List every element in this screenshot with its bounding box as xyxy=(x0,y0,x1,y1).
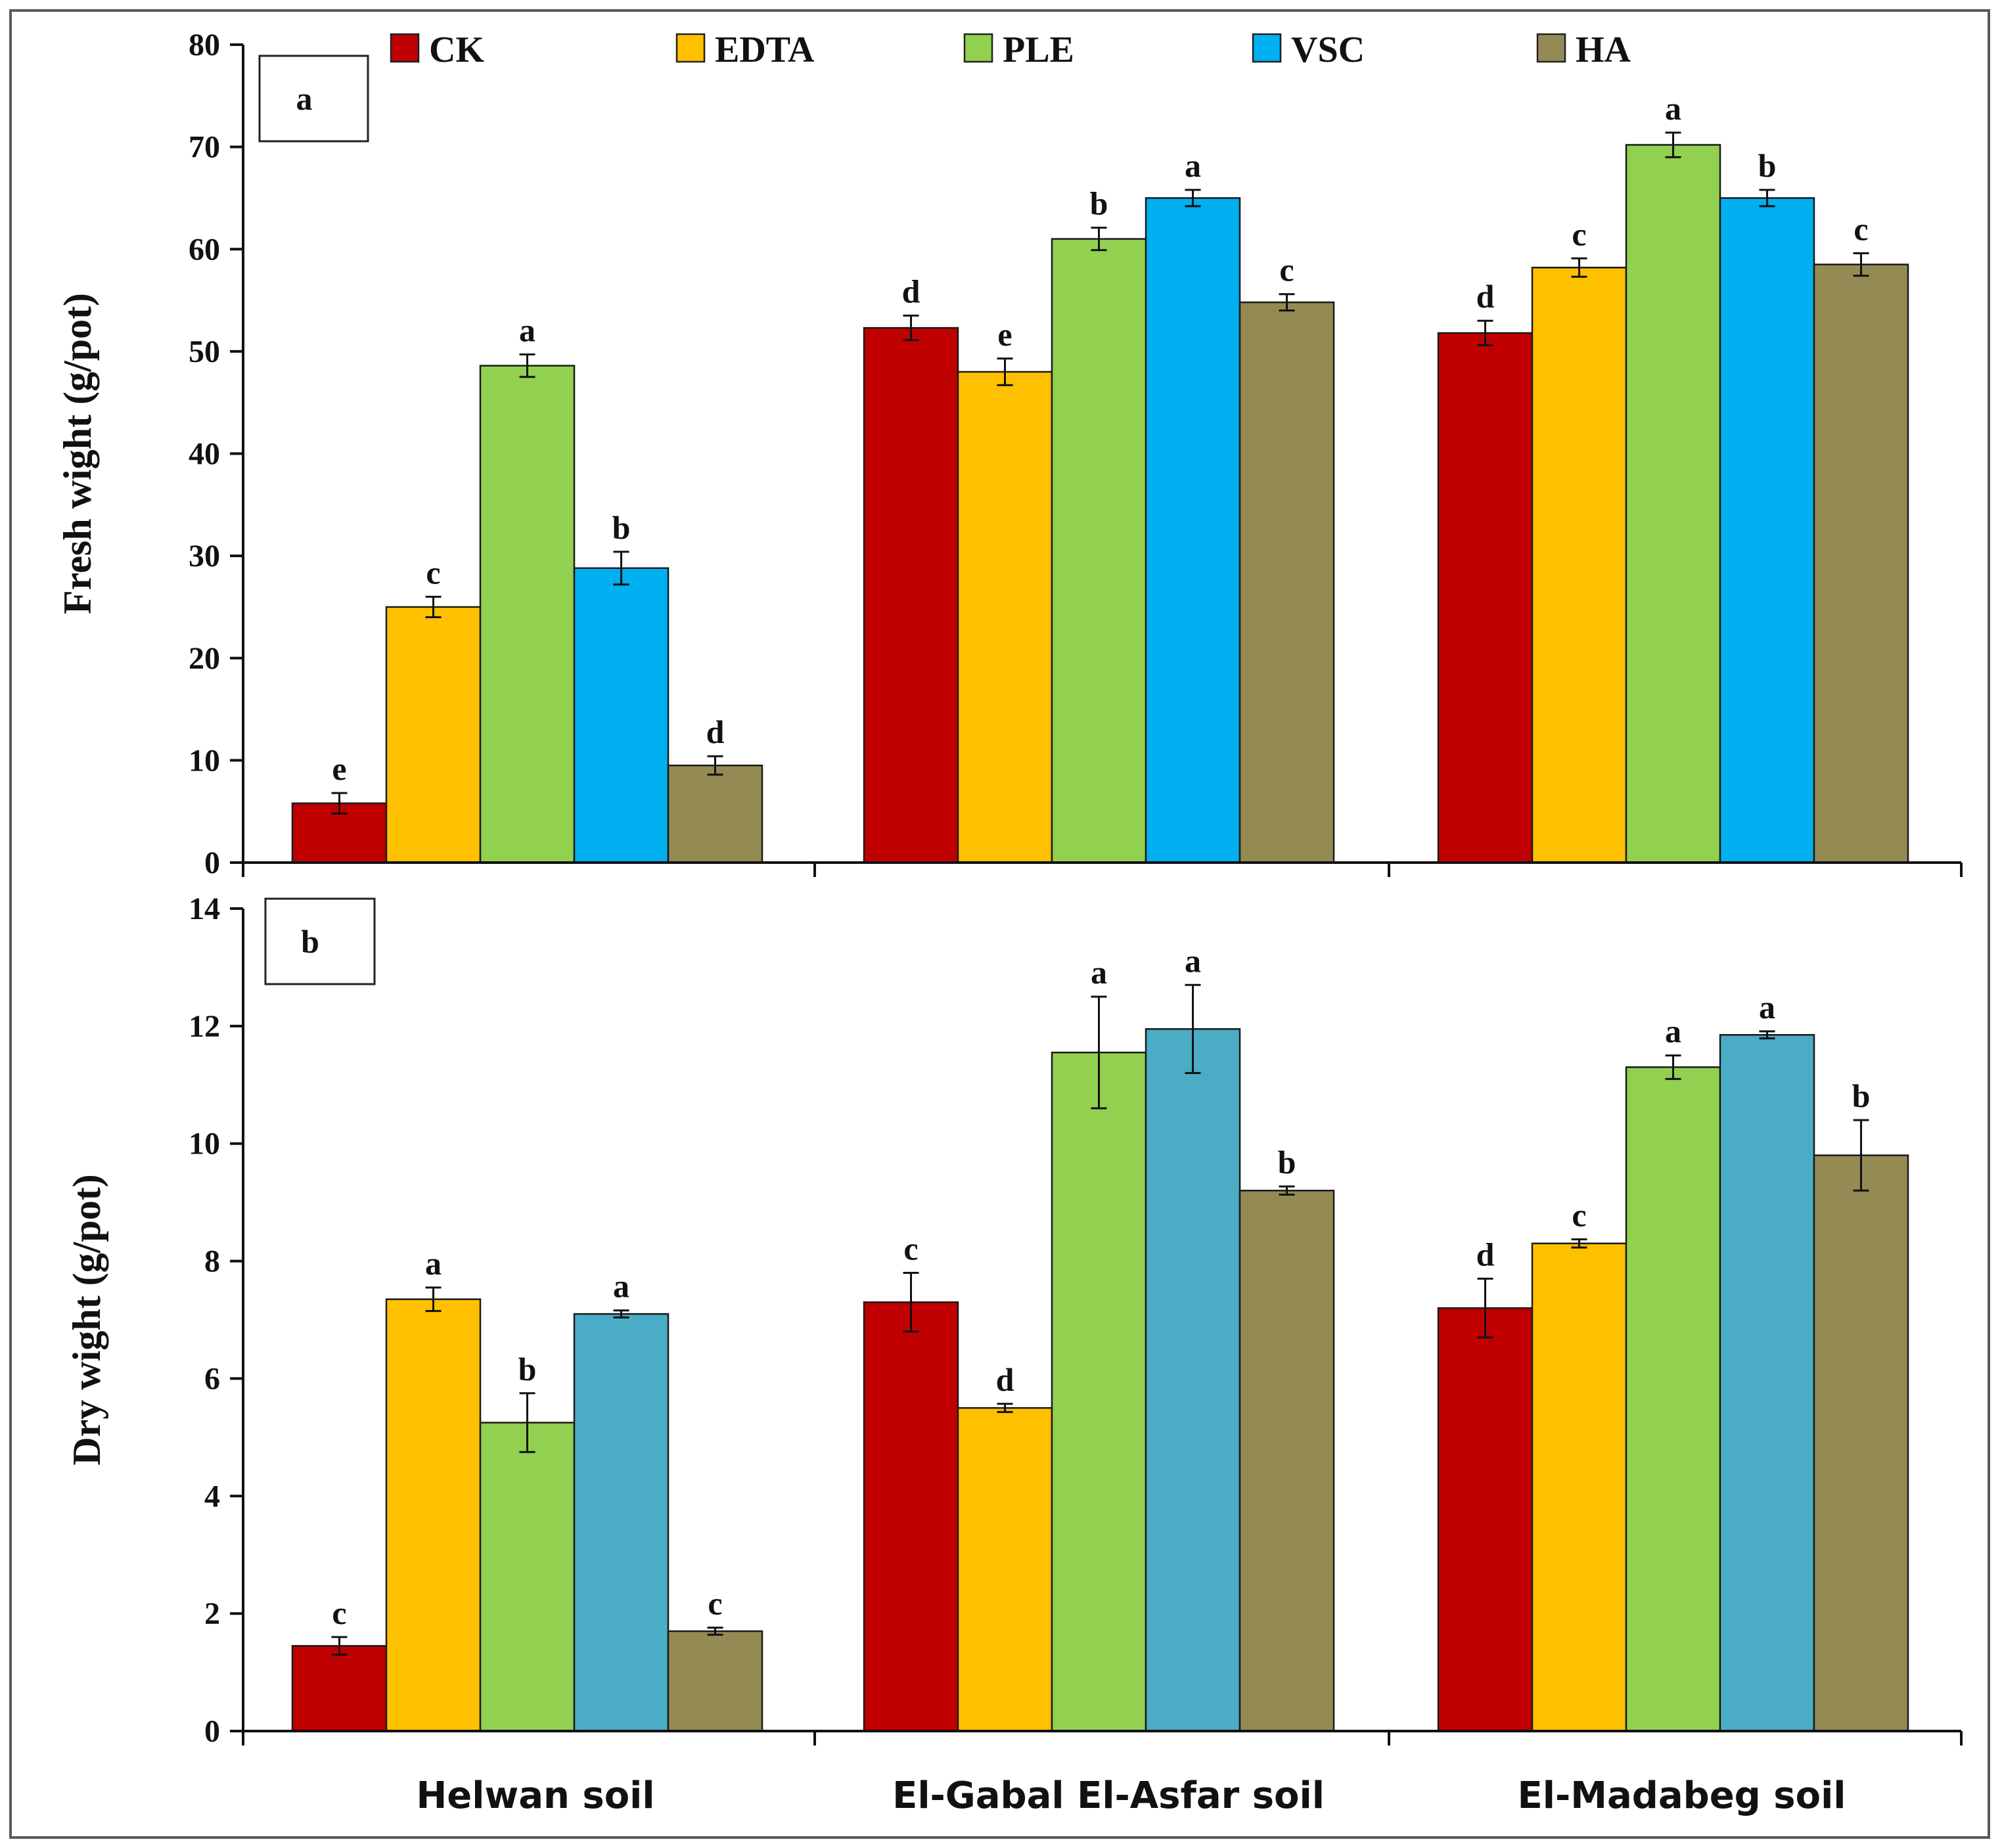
bar-vsc-1 xyxy=(1145,1028,1241,1732)
bar-ple-0 xyxy=(479,1422,576,1732)
significance-letter: b xyxy=(1090,185,1108,222)
y-tick-label: 8 xyxy=(204,1244,220,1279)
bar-vsc-1 xyxy=(1145,197,1241,864)
significance-letter: d xyxy=(996,1361,1014,1398)
significance-letter: e xyxy=(997,316,1012,353)
legend-swatch-ha xyxy=(1536,33,1566,63)
significance-letter: a xyxy=(1665,1013,1681,1050)
legend-label: CK xyxy=(429,30,484,70)
y-tick-label: 10 xyxy=(189,1127,220,1161)
bar-edta-2 xyxy=(1531,1242,1627,1732)
bar-ple-0 xyxy=(479,365,576,864)
significance-letter: a xyxy=(1185,942,1201,979)
y-tick-label: 2 xyxy=(204,1596,220,1631)
bar-vsc-0 xyxy=(573,567,670,864)
y-tick-label: 80 xyxy=(189,28,220,62)
significance-letter: b xyxy=(1758,147,1777,184)
legend-label: HA xyxy=(1576,30,1631,70)
y-tick-label: 70 xyxy=(189,130,220,165)
bar-ha-0 xyxy=(667,764,763,864)
significance-letter: a xyxy=(1185,147,1201,184)
significance-letter: c xyxy=(1854,210,1868,247)
panel-label-box xyxy=(264,897,376,985)
legend-swatch-edta xyxy=(675,33,706,63)
y-tick-label: 6 xyxy=(204,1361,220,1396)
bar-edta-0 xyxy=(385,606,482,864)
significance-letter: d xyxy=(1476,278,1495,315)
panel-label: a xyxy=(296,80,313,117)
bar-ck-2 xyxy=(1437,332,1534,864)
y-tick-label: 50 xyxy=(189,334,220,369)
bar-ck-1 xyxy=(863,327,959,864)
significance-letter: a xyxy=(1759,989,1775,1025)
significance-letter: a xyxy=(613,1268,629,1305)
bar-ha-0 xyxy=(667,1630,763,1732)
y-tick-label: 40 xyxy=(189,437,220,472)
bar-ple-1 xyxy=(1051,1051,1147,1732)
significance-letter: c xyxy=(332,1594,346,1631)
bar-edta-1 xyxy=(957,371,1053,864)
significance-letter: b xyxy=(612,509,631,546)
significance-letter: a xyxy=(519,312,535,349)
y-tick-label: 60 xyxy=(189,232,220,267)
legend-swatch-ple xyxy=(963,33,993,63)
y-axis-title: Fresh wight (g/pot) xyxy=(56,293,99,614)
significance-letter: b xyxy=(1852,1077,1871,1114)
y-tick-label: 12 xyxy=(189,1009,220,1044)
legend-label: PLE xyxy=(1003,30,1074,70)
significance-letter: a xyxy=(1091,954,1107,991)
bar-ha-2 xyxy=(1813,263,1909,864)
significance-letter: b xyxy=(518,1351,537,1387)
significance-letter: e xyxy=(332,750,346,787)
bar-edta-0 xyxy=(385,1298,482,1732)
bar-ck-1 xyxy=(863,1301,959,1732)
bar-vsc-2 xyxy=(1719,1034,1815,1732)
legend-swatch-vsc xyxy=(1252,33,1282,63)
y-axis-title: Dry wight (g/pot) xyxy=(65,1174,108,1465)
bar-ple-1 xyxy=(1051,238,1147,864)
category-label: El-Madabeg soil xyxy=(1518,1774,1846,1817)
bar-ple-2 xyxy=(1625,144,1721,864)
bar-ck-0 xyxy=(291,1645,388,1732)
bar-edta-1 xyxy=(957,1407,1053,1732)
significance-letter: c xyxy=(426,554,440,591)
bar-ple-2 xyxy=(1625,1066,1721,1732)
bar-ha-1 xyxy=(1239,1190,1335,1732)
legend-label: EDTA xyxy=(715,30,815,70)
significance-letter: d xyxy=(706,713,725,750)
legend-swatch-ck xyxy=(390,33,420,63)
legend-label: VSC xyxy=(1291,30,1365,70)
significance-letter: c xyxy=(1572,215,1586,252)
bar-vsc-2 xyxy=(1719,197,1815,864)
bar-edta-2 xyxy=(1531,267,1627,864)
significance-letter: d xyxy=(1476,1236,1495,1273)
category-label: Helwan soil xyxy=(416,1774,654,1817)
bar-ha-2 xyxy=(1813,1154,1909,1732)
y-tick-label: 14 xyxy=(189,891,220,926)
y-tick-label: 10 xyxy=(189,743,220,778)
y-tick-label: 4 xyxy=(204,1479,220,1514)
bar-ck-2 xyxy=(1437,1307,1534,1732)
category-label: El-Gabal El-Asfar soil xyxy=(892,1774,1325,1817)
bar-ha-1 xyxy=(1239,301,1335,864)
significance-letter: a xyxy=(425,1245,442,1282)
significance-letter: a xyxy=(1665,90,1681,127)
significance-letter: c xyxy=(708,1585,722,1622)
y-tick-label: 0 xyxy=(204,1714,220,1749)
y-tick-label: 30 xyxy=(189,539,220,574)
y-tick-label: 0 xyxy=(204,845,220,880)
significance-letter: d xyxy=(902,273,921,309)
bar-vsc-0 xyxy=(573,1313,670,1732)
significance-letter: c xyxy=(1572,1196,1586,1233)
significance-letter: b xyxy=(1278,1144,1296,1181)
panel-label-box xyxy=(258,55,369,143)
significance-letter: c xyxy=(903,1230,918,1267)
significance-letter: c xyxy=(1279,252,1294,288)
panel-label: b xyxy=(301,923,319,960)
y-tick-label: 20 xyxy=(189,641,220,676)
